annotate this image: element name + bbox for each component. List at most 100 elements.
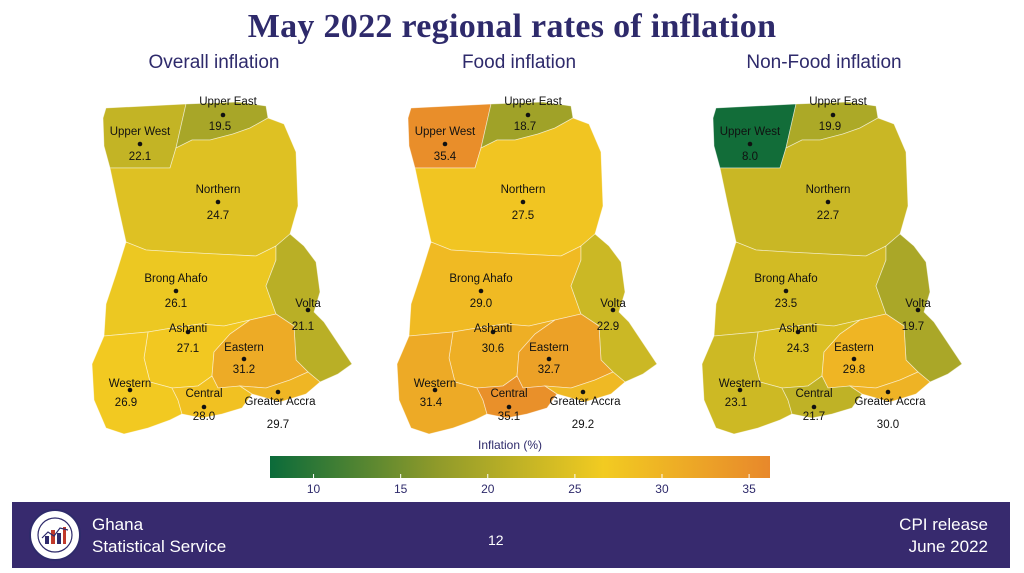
region-label-upper-west: Upper West	[415, 126, 476, 138]
region-point-upper-west	[442, 141, 448, 147]
region-point-volta	[915, 307, 921, 313]
map-2: Upper West 35.4 Upper East 18.7 Northern 27.5…	[396, 96, 658, 435]
organisation-line-1: Ghana	[92, 515, 144, 534]
map-title-overall: Overall inflation	[148, 52, 280, 73]
region-value-volta: 19.7	[902, 321, 924, 333]
region-value-ashanti: 27.1	[177, 343, 199, 355]
region-point-greater-accra	[275, 389, 281, 395]
region-value-central: 28.0	[193, 411, 215, 423]
region-label-brong-ahafo: Brong Ahafo	[144, 273, 207, 285]
region-label-central: Central	[795, 388, 832, 400]
region-value-western: 23.1	[725, 397, 747, 409]
legend-title: Inflation (%)	[478, 438, 543, 452]
region-value-greater-accra: 30.0	[877, 419, 899, 431]
map-title-food: Food inflation	[461, 52, 577, 73]
region-value-western: 26.9	[115, 397, 137, 409]
region-central	[781, 375, 863, 419]
region-label-northern: Northern	[501, 184, 546, 196]
region-value-northern: 22.7	[817, 210, 839, 222]
region-label-greater-accra: Greater Accra	[855, 396, 927, 408]
region-point-upper-east	[830, 112, 836, 118]
footer-bar: Ghana Statistical Service 12 CPI release…	[12, 502, 1010, 568]
region-label-volta: Volta	[600, 298, 626, 310]
region-point-greater-accra	[580, 389, 586, 395]
region-point-brong-ahafo	[173, 288, 179, 294]
region-point-northern	[825, 199, 831, 205]
region-value-volta: 22.9	[597, 321, 619, 333]
region-point-upper-west	[137, 141, 143, 147]
region-value-upper-west: 22.1	[129, 151, 151, 163]
organisation-name: Ghana Statistical Service	[92, 514, 226, 558]
region-western	[91, 331, 183, 435]
region-point-northern	[520, 199, 526, 205]
region-label-volta: Volta	[295, 298, 321, 310]
region-label-northern: Northern	[806, 184, 851, 196]
region-point-ashanti	[185, 329, 191, 335]
region-value-eastern: 32.7	[538, 364, 560, 376]
region-point-western	[737, 387, 743, 393]
map-3: Upper West 8.0 Upper East 19.9 Northern 22.7 B…	[701, 96, 963, 435]
region-label-western: Western	[719, 378, 762, 390]
release-line-2: June 2022	[908, 537, 988, 556]
region-value-eastern: 29.8	[843, 364, 865, 376]
color-legend: 10 15 20 25 30 35	[270, 456, 770, 496]
region-greater-accra	[848, 371, 931, 403]
region-point-ashanti	[490, 329, 496, 335]
map-1: Upper West 22.1 Upper East 19.5 Northern 24.7…	[91, 96, 353, 435]
region-point-eastern	[546, 356, 552, 362]
region-value-western: 31.4	[420, 397, 443, 409]
region-value-upper-west: 8.0	[742, 151, 758, 163]
region-value-central: 35.1	[498, 411, 520, 423]
slide-title: May 2022 regional rates of inflation	[247, 8, 777, 45]
region-label-ashanti: Ashanti	[474, 323, 512, 335]
region-value-brong-ahafo: 23.5	[775, 298, 797, 310]
choropleth-maps: Upper West 22.1 Upper East 19.5 Northern 24.7…	[91, 96, 963, 435]
region-greater-accra	[238, 371, 321, 403]
region-label-brong-ahafo: Brong Ahafo	[449, 273, 512, 285]
ghana-statistical-service-logo	[29, 509, 81, 561]
region-label-volta: Volta	[905, 298, 931, 310]
region-value-northern: 24.7	[207, 210, 229, 222]
region-value-central: 21.7	[803, 411, 825, 423]
region-western	[396, 331, 488, 435]
region-value-greater-accra: 29.2	[572, 419, 594, 431]
legend-tick-label: 25	[568, 482, 582, 496]
legend-color-bar	[270, 456, 770, 478]
region-central	[171, 375, 253, 419]
region-value-brong-ahafo: 29.0	[470, 298, 492, 310]
legend-tick-label: 20	[481, 482, 495, 496]
region-point-upper-west	[747, 141, 753, 147]
region-label-upper-west: Upper West	[720, 126, 781, 138]
page-number: 12	[488, 532, 504, 548]
region-value-eastern: 31.2	[233, 364, 255, 376]
legend-tick-label: 30	[655, 482, 669, 496]
release-line-1: CPI release	[899, 515, 988, 534]
region-value-upper-east: 18.7	[514, 121, 536, 133]
region-label-upper-west: Upper West	[110, 126, 171, 138]
region-point-central	[201, 404, 207, 410]
region-label-upper-east: Upper East	[199, 96, 257, 108]
region-label-eastern: Eastern	[224, 342, 264, 354]
legend-tick-label: 15	[394, 482, 408, 496]
region-value-upper-west: 35.4	[434, 151, 457, 163]
region-greater-accra	[543, 371, 626, 403]
region-point-greater-accra	[885, 389, 891, 395]
region-point-upper-east	[525, 112, 531, 118]
region-point-central	[506, 404, 512, 410]
region-western	[701, 331, 793, 435]
region-point-brong-ahafo	[478, 288, 484, 294]
region-point-western	[432, 387, 438, 393]
region-point-volta	[610, 307, 616, 313]
region-label-western: Western	[109, 378, 152, 390]
region-point-central	[811, 404, 817, 410]
region-label-central: Central	[490, 388, 527, 400]
region-point-brong-ahafo	[783, 288, 789, 294]
region-label-greater-accra: Greater Accra	[245, 396, 317, 408]
region-label-central: Central	[185, 388, 222, 400]
legend-tick-label: 10	[307, 482, 321, 496]
region-label-ashanti: Ashanti	[169, 323, 207, 335]
region-value-greater-accra: 29.7	[267, 419, 289, 431]
region-point-northern	[215, 199, 221, 205]
release-info: CPI release June 2022	[899, 514, 988, 558]
